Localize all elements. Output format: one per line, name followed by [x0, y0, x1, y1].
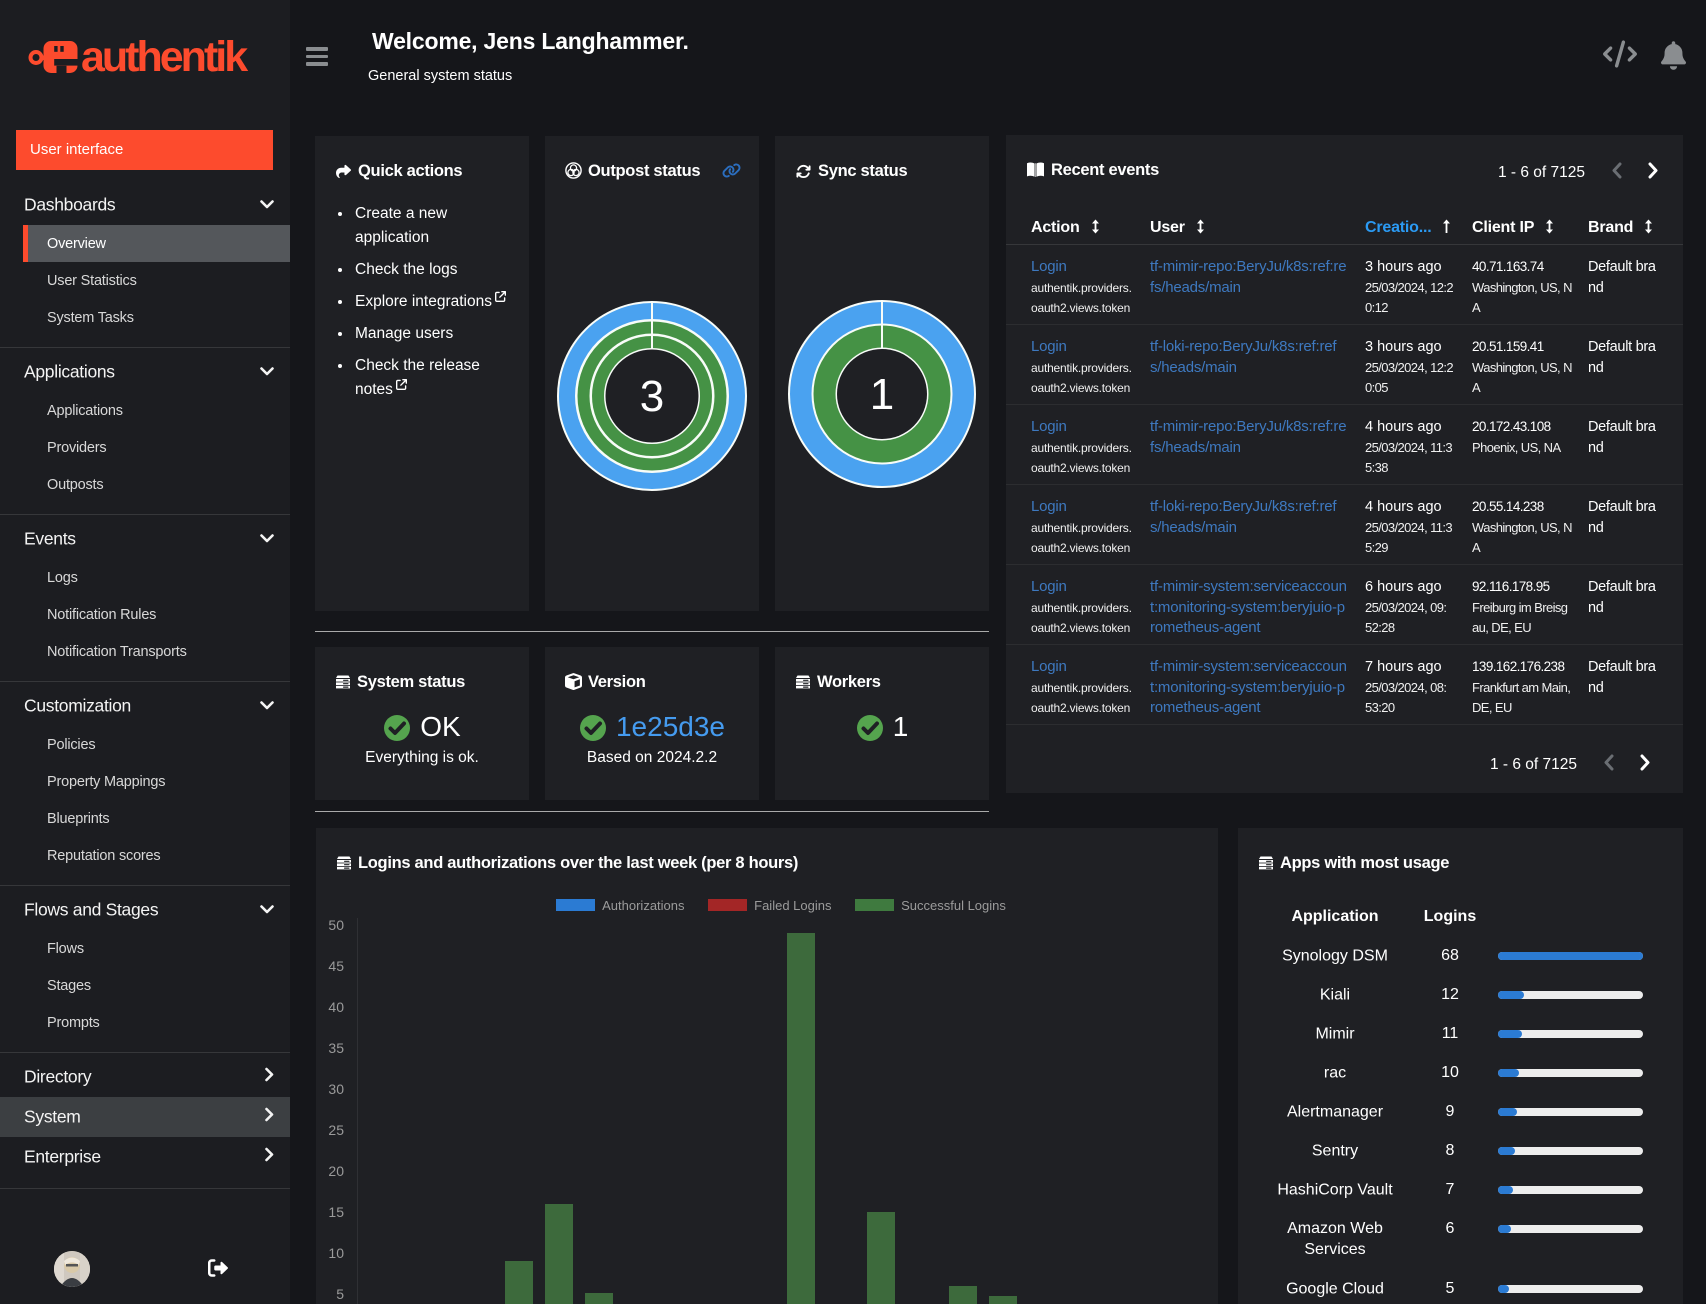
svg-text:authentik: authentik	[81, 33, 248, 81]
svg-text:1: 1	[870, 370, 894, 419]
svg-text:3: 3	[640, 372, 664, 421]
